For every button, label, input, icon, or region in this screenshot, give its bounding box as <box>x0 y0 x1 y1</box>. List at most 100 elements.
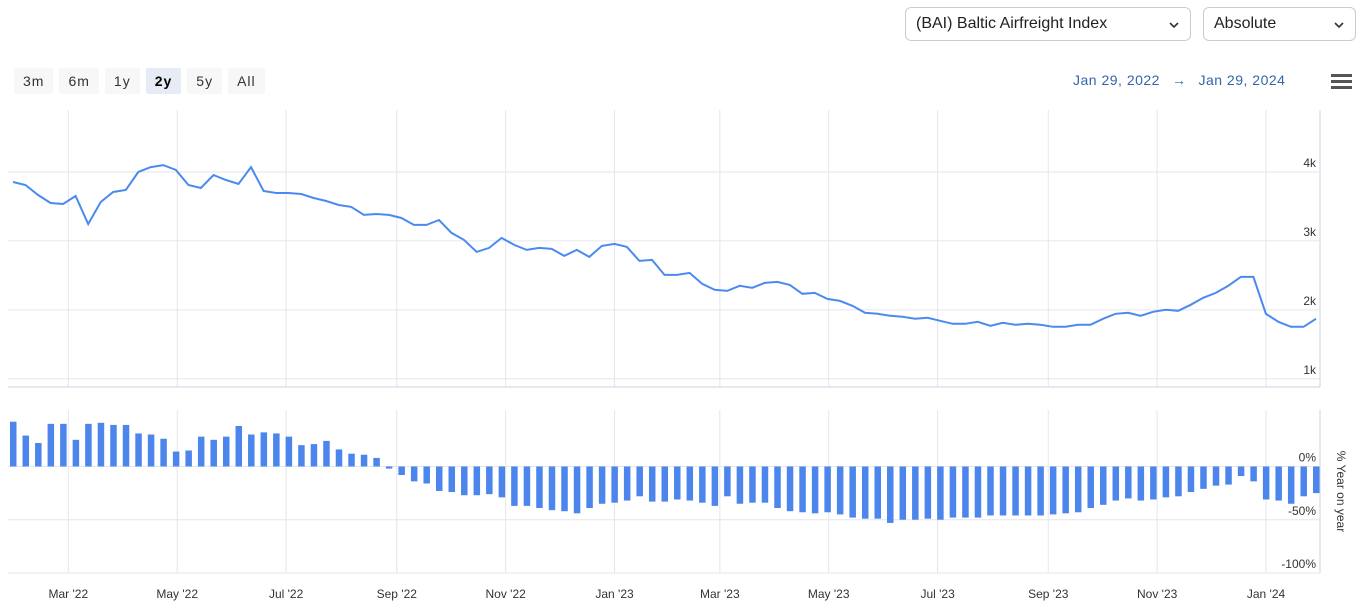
bar <box>1062 466 1069 514</box>
bar <box>1137 466 1145 501</box>
bar <box>1313 466 1320 494</box>
bar <box>160 438 167 467</box>
series-select-text: (BAI) Baltic Airfreight Index <box>916 15 1108 32</box>
bar <box>711 466 719 506</box>
bar <box>135 433 142 467</box>
bar <box>373 457 380 467</box>
range-end[interactable]: Jan 29, 2024 <box>1198 72 1286 88</box>
bar <box>1262 466 1270 500</box>
bar <box>899 466 907 520</box>
range-button[interactable]: 1y <box>104 68 140 94</box>
bar <box>536 466 543 509</box>
bar <box>849 466 856 518</box>
bar <box>836 466 844 515</box>
bar <box>1049 466 1057 515</box>
chevron <box>1334 22 1344 29</box>
line-series <box>12 164 1317 328</box>
bar <box>486 466 493 495</box>
bar <box>774 466 781 509</box>
bar <box>674 466 681 500</box>
bar <box>686 466 694 501</box>
bar <box>222 436 230 467</box>
bar <box>1300 466 1307 497</box>
chevron <box>1169 22 1179 29</box>
bar <box>611 466 618 503</box>
x-tick-label: Mar '23 <box>700 587 740 601</box>
range-button[interactable]: 3m <box>14 68 54 94</box>
bar <box>1150 466 1157 500</box>
bar <box>1162 466 1170 498</box>
x-tick-label: Nov '22 <box>485 587 526 601</box>
range-button[interactable]: 5y <box>187 68 223 94</box>
bar <box>636 466 643 497</box>
bar <box>1125 466 1132 499</box>
bar <box>786 466 794 512</box>
bar <box>85 423 92 467</box>
bar <box>235 425 243 467</box>
bar <box>260 432 268 467</box>
menu-bar <box>1331 80 1352 83</box>
range-start[interactable]: Jan 29, 2022 <box>1073 72 1160 88</box>
bar <box>1112 466 1120 501</box>
bar <box>561 466 568 512</box>
bar <box>861 466 869 519</box>
x-tick-label: Sep '23 <box>1028 587 1069 601</box>
bar <box>974 466 982 518</box>
bar <box>72 439 80 467</box>
y-axis-title: % Year on year <box>1334 451 1348 532</box>
y-tick-label: 4k <box>1303 156 1317 170</box>
bar <box>97 422 105 467</box>
bar <box>22 435 30 467</box>
bar <box>661 466 668 502</box>
bar <box>360 454 368 467</box>
x-tick-label: Sep '22 <box>377 587 418 601</box>
bar <box>648 466 656 502</box>
bar <box>448 466 456 493</box>
bar <box>385 466 393 469</box>
bar <box>1187 466 1195 493</box>
bar <box>623 466 631 501</box>
bar <box>110 424 117 467</box>
bar <box>1237 466 1245 477</box>
bar <box>10 421 17 467</box>
bar <box>1024 466 1032 516</box>
mode-dropdown[interactable]: Absolute <box>1203 7 1356 41</box>
bar <box>511 466 518 506</box>
menu-bar <box>1331 74 1352 77</box>
range-button[interactable]: 6m <box>59 68 99 94</box>
series-dropdown[interactable]: (BAI) Baltic Airfreight Index <box>905 7 1191 41</box>
range-button[interactable]: All <box>228 68 265 94</box>
bar <box>473 466 481 496</box>
bar <box>598 466 606 504</box>
bar <box>999 466 1007 516</box>
x-tick-label: Jan '23 <box>595 587 634 601</box>
y-tick-label: 0% <box>1299 451 1317 465</box>
bar <box>1287 466 1295 504</box>
x-tick-label: Nov '23 <box>1137 587 1178 601</box>
x-tick-label: Jan '24 <box>1247 587 1286 601</box>
menu-bar <box>1331 86 1352 89</box>
range-button[interactable]: 2y <box>145 68 182 94</box>
bar <box>523 466 531 506</box>
bar <box>887 466 894 523</box>
bar <box>811 466 819 514</box>
bar <box>147 434 155 467</box>
bar <box>987 466 994 516</box>
bar <box>1087 466 1094 509</box>
bar <box>1012 466 1019 516</box>
bar <box>937 466 944 520</box>
bar <box>824 466 831 513</box>
y-tick-label: 3k <box>1303 225 1317 239</box>
bar <box>949 466 957 518</box>
bar <box>298 445 305 467</box>
bar <box>47 423 55 467</box>
bar <box>273 433 280 467</box>
range-buttons: 3m 6m 1y 2y 5y All <box>14 68 265 94</box>
y-tick-label: 1k <box>1303 363 1317 377</box>
bar <box>1100 466 1107 505</box>
bar <box>197 436 205 467</box>
bar <box>874 466 881 519</box>
menu-button[interactable] <box>1331 72 1353 92</box>
bar <box>335 449 343 467</box>
